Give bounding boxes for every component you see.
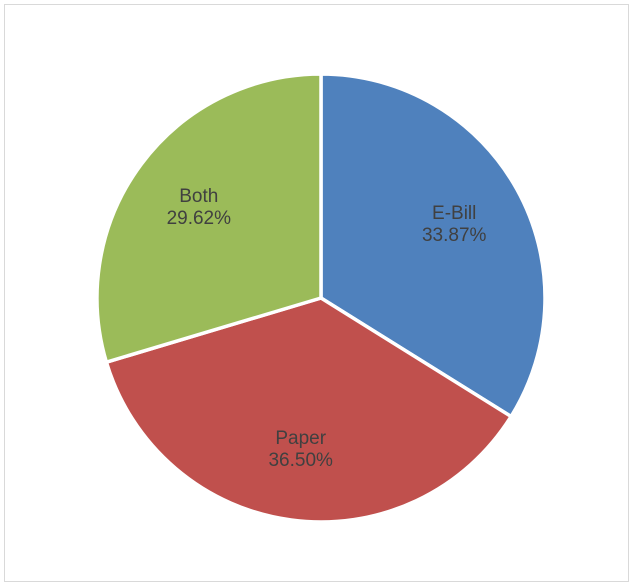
pie-slice-paper xyxy=(104,296,514,524)
data-label-category: Both xyxy=(179,186,218,207)
data-label-value: 29.62% xyxy=(167,208,232,229)
pie-labels: E-Bill 33.87% Paper 36.50% Both 29.62% xyxy=(167,186,487,471)
data-label-e-bill: E-Bill 33.87% xyxy=(422,203,487,246)
data-label-category: E-Bill xyxy=(432,203,476,224)
data-label-both: Both 29.62% xyxy=(167,186,232,229)
pie-slices xyxy=(95,72,547,524)
data-label-paper: Paper 36.50% xyxy=(268,428,333,471)
data-label-category: Paper xyxy=(275,428,326,449)
data-label-value: 36.50% xyxy=(268,450,333,471)
pie-slice-both xyxy=(95,72,323,365)
data-label-value: 33.87% xyxy=(422,225,487,246)
